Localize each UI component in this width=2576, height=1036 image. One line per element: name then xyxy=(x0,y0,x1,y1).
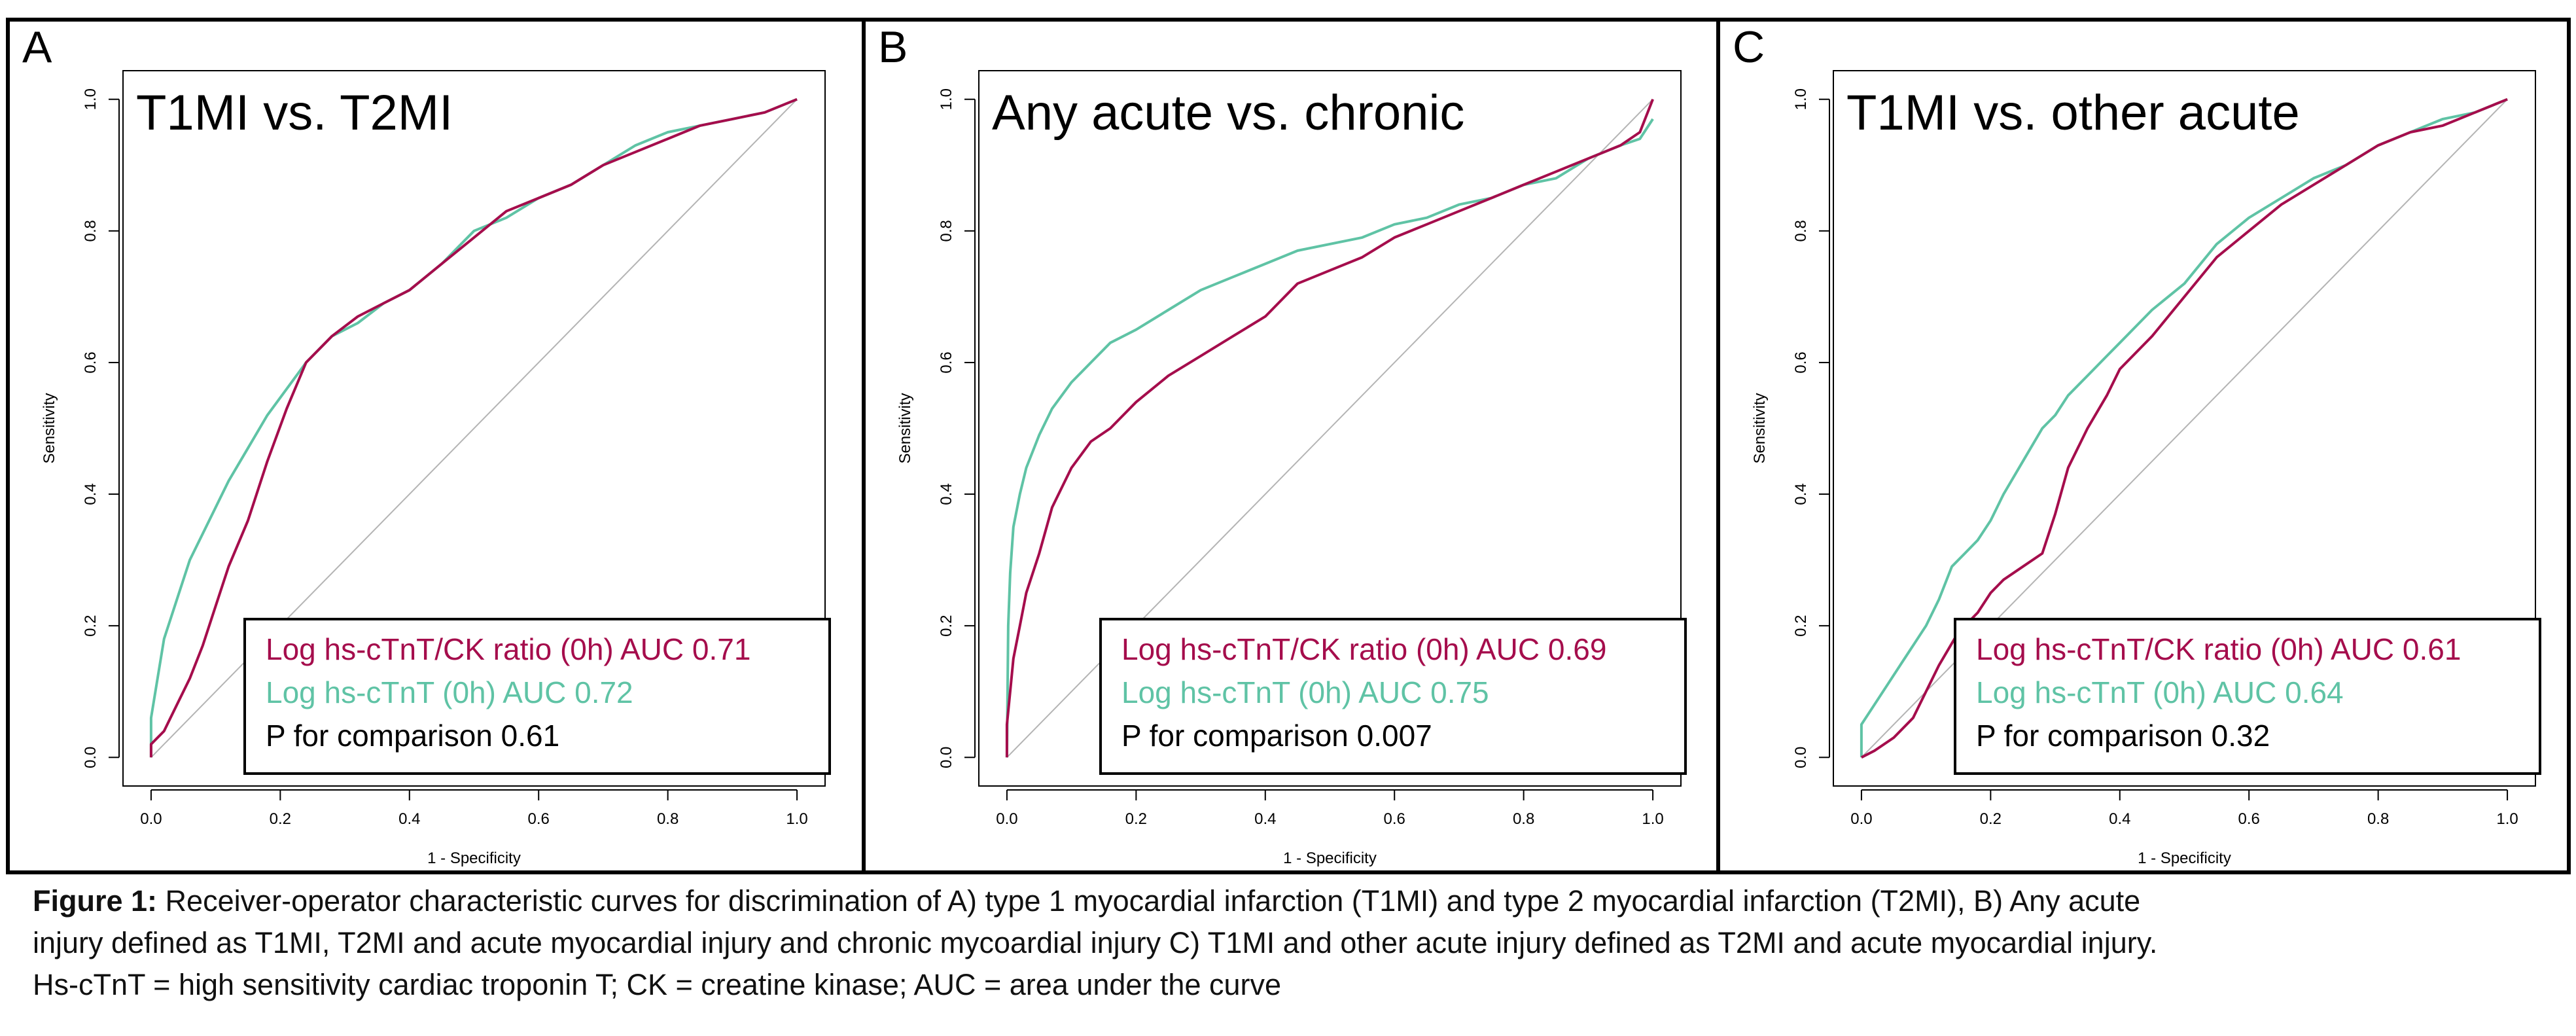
plot-box xyxy=(978,70,1682,787)
caption-line-3: Hs-cTnT = high sensitivity cardiac tropo… xyxy=(33,968,1282,1001)
x-tick-label: 0.6 xyxy=(2238,810,2260,828)
panel-frame xyxy=(1716,18,2571,874)
x-tick-label: 0.2 xyxy=(1125,810,1147,828)
y-axis-label: Sensitivity xyxy=(1751,393,1769,463)
y-tick-label: 0.8 xyxy=(938,220,955,241)
x-tick-label: 0.6 xyxy=(1384,810,1405,828)
y-tick-label: 0.0 xyxy=(1792,747,1810,768)
y-tick-label: 0.2 xyxy=(82,615,99,636)
caption-text-1: Receiver-operator characteristic curves … xyxy=(165,884,2141,918)
x-tick-label: 0.8 xyxy=(657,810,679,828)
x-tick-label: 1.0 xyxy=(1642,810,1663,828)
x-tick-label: 0.8 xyxy=(2367,810,2389,828)
x-tick-label: 0.4 xyxy=(398,810,420,828)
y-tick-label: 0.6 xyxy=(82,351,99,373)
y-tick-label: 1.0 xyxy=(82,88,99,110)
legend-entry: Log hs-cTnT (0h) AUC 0.64 xyxy=(1976,675,2344,709)
legend: Log hs-cTnT/CK ratio (0h) AUC 0.61 Log hs… xyxy=(1954,618,2541,775)
y-tick-label: 0.2 xyxy=(1792,615,1810,636)
x-tick-label: 0.0 xyxy=(996,810,1017,828)
y-tick-label: 0.6 xyxy=(938,351,955,373)
legend-box xyxy=(1099,618,1687,775)
legend-entry: Log hs-cTnT/CK ratio (0h) AUC 0.61 xyxy=(1976,632,2461,666)
legend-entry: Log hs-cTnT/CK ratio (0h) AUC 0.69 xyxy=(1121,632,1606,666)
x-tick-label: 0.0 xyxy=(140,810,162,828)
x-tick-label: 1.0 xyxy=(2496,810,2518,828)
y-tick-label: 0.2 xyxy=(938,615,955,636)
x-tick-label: 0.2 xyxy=(1980,810,2002,828)
legend-box xyxy=(243,618,831,775)
x-tick-label: 0.8 xyxy=(1513,810,1534,828)
legend: Log hs-cTnT/CK ratio (0h) AUC 0.71 Log hs… xyxy=(243,618,831,775)
y-tick-label: 1.0 xyxy=(938,88,955,110)
y-tick-label: 1.0 xyxy=(1792,88,1810,110)
x-axis-label: 1 - Specificity xyxy=(2138,849,2231,867)
roc-curve-ratio xyxy=(1005,98,1654,758)
legend-box xyxy=(1954,618,2541,775)
panel-letter: A xyxy=(22,22,52,72)
roc-curve-ratio xyxy=(1860,98,2508,759)
legend-entry: Log hs-cTnT (0h) AUC 0.75 xyxy=(1121,675,1489,709)
chart-title: T1MI vs. T2MI xyxy=(136,85,453,141)
plot-box xyxy=(122,70,826,787)
panel-a: A T1MI vs. T2MI 0.0 0.2 0.4 0.6 0.8 1.0 1 - Spec… xyxy=(6,18,866,874)
legend-entry: P for comparison 0.007 xyxy=(1121,719,1432,753)
panel-letter: C xyxy=(1733,22,1765,72)
x-tick-label: 0.0 xyxy=(1850,810,1872,828)
x-tick-label: 1.0 xyxy=(786,810,807,828)
roc-curve-tnt xyxy=(1005,118,1654,758)
plot-box xyxy=(1833,70,2536,787)
y-tick-label: 0.4 xyxy=(938,483,955,505)
x-axis-label: 1 - Specificity xyxy=(427,849,521,867)
panel-letter: B xyxy=(878,22,908,72)
panel-b: B Any acute vs. chronic 0.0 0.2 0.4 0.6 0.8 1.0… xyxy=(862,18,1720,874)
y-tick-label: 0.4 xyxy=(1792,483,1810,505)
roc-curve-ratio xyxy=(149,98,798,758)
x-tick-label: 0.2 xyxy=(270,810,291,828)
x-tick-label: 0.4 xyxy=(2109,810,2130,828)
y-tick-label: 0.8 xyxy=(82,220,99,241)
legend-entry: Log hs-cTnT/CK ratio (0h) AUC 0.71 xyxy=(266,632,750,666)
y-tick-label: 0.8 xyxy=(1792,220,1810,241)
y-tick-label: 0.0 xyxy=(82,747,99,768)
legend: Log hs-cTnT/CK ratio (0h) AUC 0.69 Log hs… xyxy=(1099,618,1687,775)
y-axis-label: Sensitivity xyxy=(41,393,58,463)
y-axis-label: Sensitivity xyxy=(896,393,914,463)
legend-entry: P for comparison 0.61 xyxy=(266,719,559,753)
caption-label: Figure 1: xyxy=(33,884,158,918)
caption-line-2: injury defined as T1MI, T2MI and acute m… xyxy=(33,926,2158,959)
y-tick-label: 0.0 xyxy=(938,747,955,768)
chart-title: Any acute vs. chronic xyxy=(992,85,1464,141)
chart-title: T1MI vs. other acute xyxy=(1846,85,2300,141)
panel-c: C T1MI vs. other acute 0.0 0.2 0.4 0.6 0.8 1.0 1… xyxy=(1716,18,2571,874)
y-tick-label: 0.4 xyxy=(82,483,99,505)
legend-entry: Log hs-cTnT (0h) AUC 0.72 xyxy=(266,675,633,709)
x-tick-label: 0.4 xyxy=(1254,810,1276,828)
caption-line-1: Figure 1: Receiver-operator characterist… xyxy=(33,880,2558,922)
figure-caption: Figure 1: Receiver-operator characterist… xyxy=(33,880,2558,1006)
x-tick-label: 0.6 xyxy=(528,810,550,828)
y-tick-label: 0.6 xyxy=(1792,351,1810,373)
x-axis-label: 1 - Specificity xyxy=(1283,849,1377,867)
roc-curve-tnt xyxy=(149,98,798,758)
legend-entry: P for comparison 0.32 xyxy=(1976,719,2270,753)
